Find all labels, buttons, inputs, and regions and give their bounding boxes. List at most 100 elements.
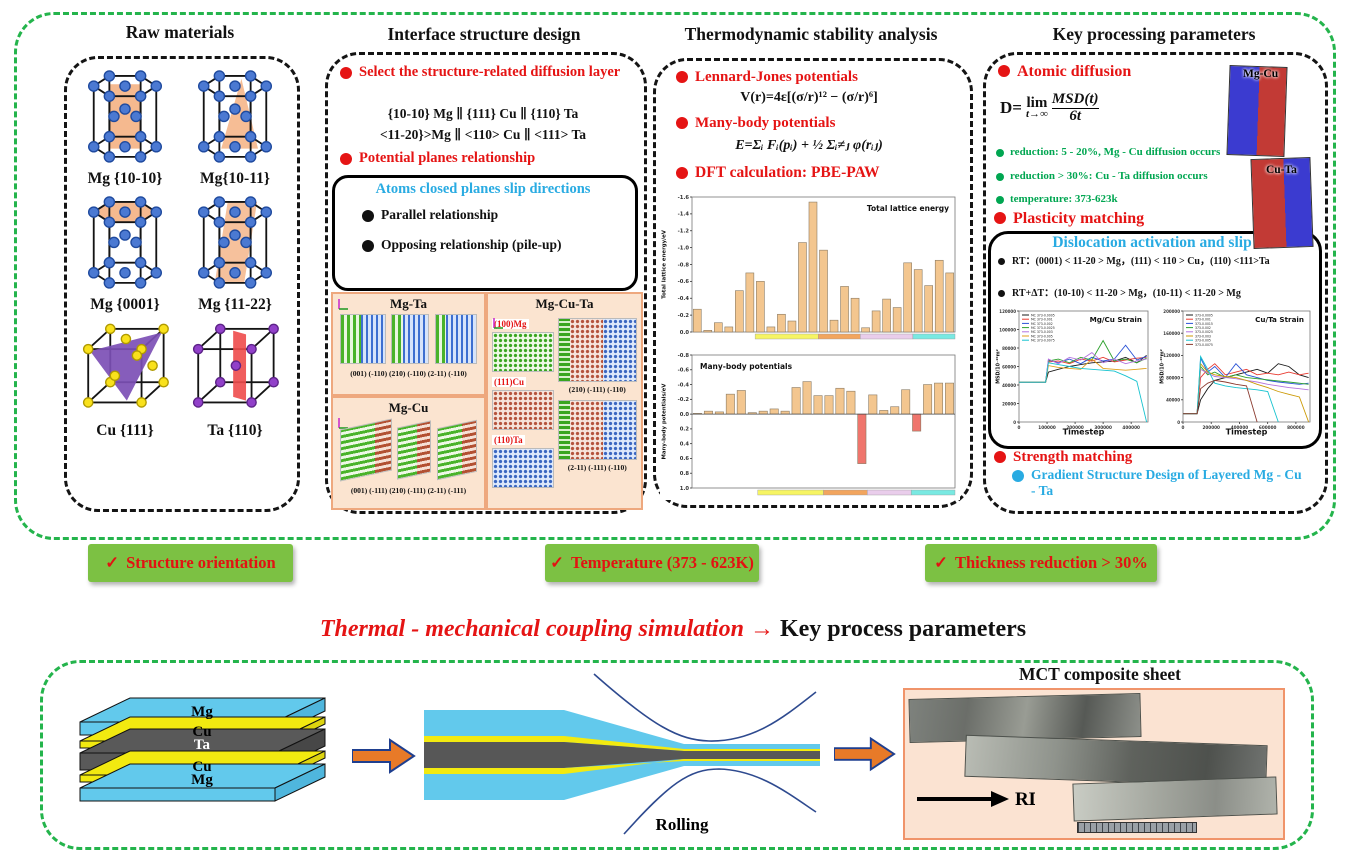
stack-label-ta: Ta xyxy=(194,737,211,753)
svg-text:40000: 40000 xyxy=(1002,383,1016,388)
process-arrow-icon xyxy=(834,736,896,772)
bullet-select-label: Select the structure-related diffusion l… xyxy=(359,64,621,80)
mg-ta-title: Mg-Ta xyxy=(389,296,428,311)
svg-text:0.6: 0.6 xyxy=(680,456,690,462)
mg-cu-box: Mg-Cu (001) (-111) (210) (-111) (2-11) (… xyxy=(331,396,486,510)
mg-lattice-image xyxy=(492,332,554,372)
svg-text:-0.4: -0.4 xyxy=(678,296,690,302)
slip-item-opposing: Opposing relationship (pile-up) xyxy=(362,237,628,253)
svg-text:MC 373-0.005: MC 373-0.005 xyxy=(1031,334,1053,338)
lj-formula: V(r)=4ε[(σ/r)¹² − (σ/r)⁶] xyxy=(740,90,878,105)
svg-text:373-0.0075: 373-0.0075 xyxy=(1195,343,1213,347)
slip-directions-box xyxy=(332,175,638,291)
mg-cu-ta-left-column: (100)Mg (111)Cu (110)Ta xyxy=(492,314,554,488)
mg-ta-box: Mg-Ta (001) (-110) (210) (-110) (2-11) (… xyxy=(331,292,486,396)
svg-text:-0.4: -0.4 xyxy=(678,382,690,388)
mg-cu-caption: (001) (-111) (210) (-111) (2-11) (-111) xyxy=(350,486,467,495)
bullet-dft-label: DFT calculation: PBE-PAW xyxy=(695,164,880,181)
bullet-plasticity: Plasticity matching xyxy=(994,209,1224,229)
check-icon: ✓ xyxy=(934,553,948,572)
rd-arrow-icon: RD xyxy=(917,789,1035,810)
bullet-icon xyxy=(362,240,374,252)
bullet-icon xyxy=(998,290,1005,297)
photo-panel-title: MCT composite sheet xyxy=(1018,664,1181,684)
crystal-grid: Mg {10-10} Mg{10-11} Mg {0001} Mg {11-22… xyxy=(70,64,290,440)
bullet-gradient: Gradient Structure Design of Layered Mg … xyxy=(1012,467,1302,500)
svg-text:373-0.003: 373-0.003 xyxy=(1195,334,1211,338)
svg-text:-0.2: -0.2 xyxy=(678,313,690,319)
bullet-many-body: Many-body potentials xyxy=(676,114,956,132)
panel3-box xyxy=(653,58,973,508)
formula-lim: lim t→∞ xyxy=(1025,94,1048,121)
headline-black-part: Key process parameters xyxy=(779,616,1027,642)
svg-text:120000: 120000 xyxy=(999,309,1016,314)
mg-cu-images xyxy=(333,418,484,482)
mg-cu-ta-caption1: (210) (-111) (-110) xyxy=(568,385,626,394)
rd-label: RD xyxy=(1015,789,1035,810)
bullet-icon xyxy=(994,451,1006,463)
panel3-title: Thermodynamic stability analysis xyxy=(684,24,938,44)
sheet-photo-3 xyxy=(1072,776,1278,822)
layer-label-ta: (110)Ta xyxy=(492,435,525,445)
interface-image xyxy=(339,418,392,482)
banner-temperature: ✓ Temperature (373 - 623K) xyxy=(545,544,759,582)
cu-ta-strain-chart: 0 40000 80000 120000 160000 200000 0 200000 4000… xyxy=(1158,308,1314,436)
bullet-diffusion-label: Atomic diffusion xyxy=(1017,63,1132,80)
plane-relation-line2: <11-20}>Mg ∥ <110> Cu ∥ <111> Ta xyxy=(379,127,587,142)
bullet-lj-label: Lennard-Jones potentials xyxy=(695,69,858,85)
svg-text:Many-body potentials/eV: Many-body potentials/eV xyxy=(662,383,668,460)
svg-text:0: 0 xyxy=(1177,420,1180,425)
bullet-many-label: Many-body potentials xyxy=(695,115,836,131)
svg-text:300000: 300000 xyxy=(1094,425,1112,430)
svg-text:20000: 20000 xyxy=(1002,401,1016,406)
svg-text:-1.2: -1.2 xyxy=(678,229,690,235)
crystal-label: Mg {10-10} xyxy=(87,170,163,187)
svg-text:80000: 80000 xyxy=(1002,346,1016,351)
interface-image xyxy=(391,314,430,364)
svg-text:200000: 200000 xyxy=(1066,425,1084,430)
headline-red-part: Thermal - mechanical coupling simulation xyxy=(319,616,744,642)
dislocation-line2: RT+ΔT：(10-10) < 11-20 > Mg，(10-11) < 11-… xyxy=(998,288,1308,300)
bullet-lennard-jones: Lennard-Jones potentials xyxy=(676,68,956,86)
panel2-box xyxy=(325,52,647,514)
svg-text:373-0.0025: 373-0.0025 xyxy=(1195,330,1213,334)
crystal-cell: Cu {111} xyxy=(70,316,180,440)
sheet-photo-1 xyxy=(908,692,1142,744)
panel1-title: Raw materials xyxy=(125,22,235,42)
mg-ta-images xyxy=(333,312,484,366)
slip-item-label: Parallel relationship xyxy=(381,207,499,222)
crystal-cu-111-image xyxy=(82,323,169,408)
bullet-plasticity-label: Plasticity matching xyxy=(1013,210,1145,227)
bullet-dft: DFT calculation: PBE-PAW xyxy=(676,164,966,183)
panel1-box xyxy=(64,56,300,512)
bullet-icon xyxy=(998,258,1005,265)
rolling-label: Rolling xyxy=(656,815,709,834)
mg-cu-diffusion-label: Mg-Cu xyxy=(1243,68,1279,80)
svg-text:160000: 160000 xyxy=(1163,331,1180,336)
svg-text:400000: 400000 xyxy=(1231,425,1249,430)
slip-box-title: Atoms closed planes slip directions xyxy=(375,181,591,197)
interface-image xyxy=(557,400,637,460)
svg-text:Total lattice energy: Total lattice energy xyxy=(867,204,949,213)
bottom-section-frame xyxy=(40,660,1314,850)
stack-label-mg-bottom: Mg xyxy=(191,772,213,788)
check-icon: ✓ xyxy=(105,553,120,572)
svg-text:Total lattice energy/eV: Total lattice energy/eV xyxy=(662,229,668,299)
svg-text:60000: 60000 xyxy=(1002,364,1016,369)
many-body-potentials-chart: -0.8 -0.6 -0.4 -0.2 0.0 0.2 0.4 0.6 0.8 1.0 Many-b… xyxy=(660,350,960,500)
layer-stack-image: Mg Cu Ta Cu Mg xyxy=(79,697,326,802)
bullet-icon xyxy=(362,210,374,222)
svg-text:MC 373-0.003: MC 373-0.003 xyxy=(1031,330,1053,334)
crystal-ta-110-image xyxy=(192,323,279,408)
interface-image xyxy=(339,314,386,364)
svg-text:-0.8: -0.8 xyxy=(678,262,690,268)
crystal-label: Ta {110} xyxy=(207,422,263,439)
svg-text:-1.0: -1.0 xyxy=(678,245,690,251)
axes-icon xyxy=(493,317,504,329)
svg-text:0.4: 0.4 xyxy=(680,441,690,447)
svg-text:-0.8: -0.8 xyxy=(678,353,690,359)
roll-curve-bottom xyxy=(623,768,817,835)
svg-text:373-0.002: 373-0.002 xyxy=(1195,326,1211,330)
bullet-atomic-diffusion: Atomic diffusion xyxy=(998,62,1218,82)
